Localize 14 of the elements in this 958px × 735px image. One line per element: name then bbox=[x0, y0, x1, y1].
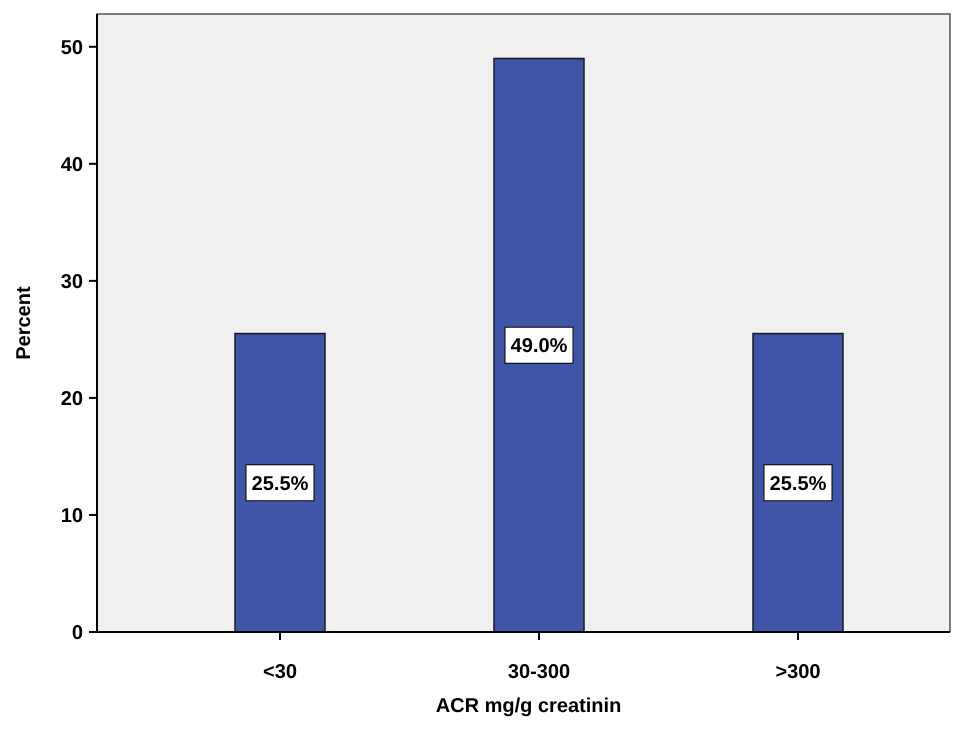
y-tick-label: 20 bbox=[60, 388, 83, 410]
y-tick-label: 30 bbox=[60, 270, 83, 293]
x-tick-label: 30-300 bbox=[508, 661, 570, 683]
data-label: 25.5% bbox=[770, 472, 827, 495]
y-tick-label: 50 bbox=[60, 36, 83, 59]
x-tick-label: <30 bbox=[263, 661, 297, 683]
x-axis-title: ACR mg/g creatinin bbox=[436, 695, 622, 717]
y-tick-label: 10 bbox=[60, 504, 83, 527]
x-tick-label: >300 bbox=[775, 661, 821, 683]
y-tick-label: 0 bbox=[72, 622, 83, 644]
data-label: 25.5% bbox=[252, 472, 309, 495]
y-axis-title: Percent bbox=[13, 286, 35, 360]
data-label: 49.0% bbox=[510, 335, 568, 358]
y-tick-label: 40 bbox=[60, 154, 83, 176]
